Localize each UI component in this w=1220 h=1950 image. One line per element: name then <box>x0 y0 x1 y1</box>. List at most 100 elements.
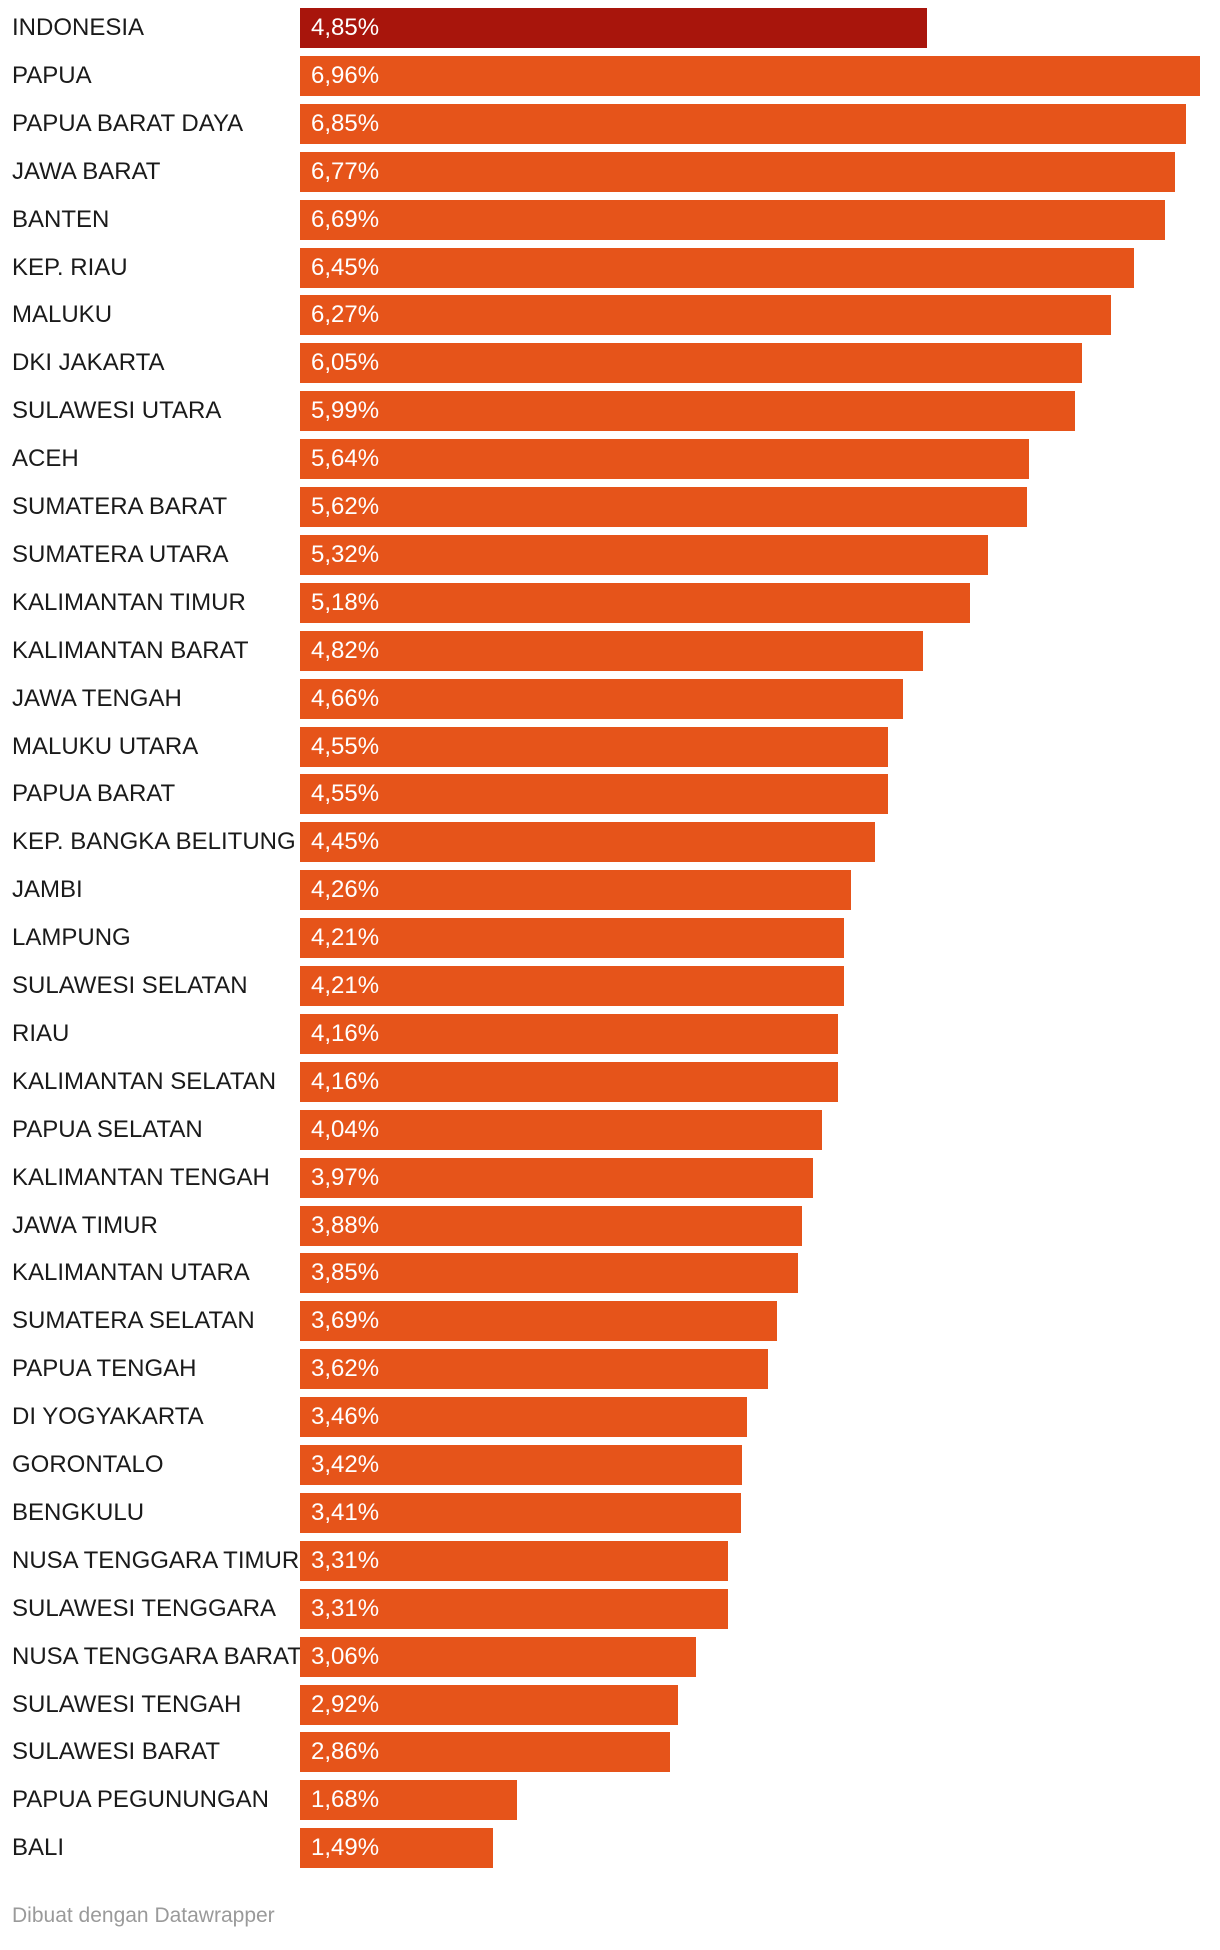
bar[interactable] <box>300 1493 741 1533</box>
bar-chart: INDONESIA 4,85% PAPUA 6,96% PAPUA BARAT DAYA… <box>12 8 1200 1868</box>
bar-value-label: 4,66% <box>311 685 380 712</box>
bar-value-label: 3,31% <box>311 1547 380 1574</box>
bar[interactable] <box>300 1780 517 1820</box>
bar[interactable] <box>300 1301 777 1341</box>
bar-value-label: 5,99% <box>311 397 380 424</box>
bar-value-label: 3,62% <box>311 1355 380 1382</box>
category-label: INDONESIA <box>12 14 145 41</box>
bar[interactable] <box>300 8 927 48</box>
bar[interactable] <box>300 631 923 671</box>
category-label: JAMBI <box>12 876 83 903</box>
category-label: GORONTALO <box>12 1451 164 1478</box>
category-label: SULAWESI TENGGARA <box>12 1595 277 1622</box>
category-label: JAWA TENGAH <box>12 685 182 712</box>
bar[interactable] <box>300 487 1027 527</box>
bar-value-label: 3,42% <box>311 1451 380 1478</box>
category-label: SULAWESI BARAT <box>12 1738 221 1765</box>
bar-value-label: 5,62% <box>311 493 380 520</box>
bar[interactable] <box>300 1062 838 1102</box>
bar-value-label: 3,97% <box>311 1164 380 1191</box>
category-label: KALIMANTAN TENGAH <box>12 1164 270 1191</box>
category-label: MALUKU <box>12 301 113 328</box>
bar[interactable] <box>300 1685 678 1725</box>
bar[interactable] <box>300 727 888 767</box>
bar[interactable] <box>300 1158 813 1198</box>
bar[interactable] <box>300 1637 696 1677</box>
bar[interactable] <box>300 1541 728 1581</box>
bar[interactable] <box>300 1397 747 1437</box>
bar[interactable] <box>300 918 844 958</box>
bar[interactable] <box>300 535 988 575</box>
category-label: NUSA TENGGARA TIMUR <box>12 1547 300 1574</box>
bar[interactable] <box>300 1828 493 1868</box>
bar[interactable] <box>300 295 1111 335</box>
category-label: KALIMANTAN BARAT <box>12 637 249 664</box>
category-label: KALIMANTAN SELATAN <box>12 1068 277 1095</box>
bar[interactable] <box>300 1732 670 1772</box>
bar[interactable] <box>300 439 1029 479</box>
chart-credit[interactable]: Dibuat dengan Datawrapper <box>12 1904 275 1927</box>
category-label: NUSA TENGGARA BARAT <box>12 1643 302 1670</box>
bar[interactable] <box>300 152 1175 192</box>
bar[interactable] <box>300 1445 742 1485</box>
bar[interactable] <box>300 774 888 814</box>
bar-value-label: 6,27% <box>311 301 380 328</box>
category-label: PAPUA BARAT <box>12 780 176 807</box>
bar-value-label: 6,45% <box>311 254 380 281</box>
category-label: JAWA BARAT <box>12 158 161 185</box>
bar-value-label: 4,16% <box>311 1068 380 1095</box>
bar-value-label: 2,92% <box>311 1691 380 1718</box>
category-label: LAMPUNG <box>12 924 131 951</box>
bar-value-label: 4,04% <box>311 1116 380 1143</box>
category-label: SUMATERA SELATAN <box>12 1307 255 1334</box>
bar[interactable] <box>300 56 1200 96</box>
bar[interactable] <box>300 1110 822 1150</box>
bar[interactable] <box>300 1206 802 1246</box>
bar-value-label: 1,49% <box>311 1834 380 1861</box>
bar[interactable] <box>300 1014 838 1054</box>
category-label: KALIMANTAN TIMUR <box>12 589 246 616</box>
category-label: BENGKULU <box>12 1499 145 1526</box>
bar[interactable] <box>300 1349 768 1389</box>
bar-value-label: 4,45% <box>311 828 380 855</box>
bar[interactable] <box>300 1253 798 1293</box>
bar-value-label: 3,85% <box>311 1259 380 1286</box>
bar[interactable] <box>300 104 1186 144</box>
bar-value-label: 3,88% <box>311 1212 380 1239</box>
bar-value-label: 5,64% <box>311 445 380 472</box>
bar-value-label: 4,21% <box>311 924 380 951</box>
category-label: PAPUA <box>12 62 92 89</box>
bar-value-label: 3,46% <box>311 1403 380 1430</box>
bar[interactable] <box>300 391 1075 431</box>
bar[interactable] <box>300 248 1134 288</box>
bar-value-label: 4,55% <box>311 733 380 760</box>
bar-value-label: 6,85% <box>311 110 380 137</box>
bar[interactable] <box>300 822 875 862</box>
category-label: SULAWESI TENGAH <box>12 1691 242 1718</box>
bar-value-label: 6,96% <box>311 62 380 89</box>
category-label: KEP. BANGKA BELITUNG <box>12 828 296 855</box>
category-label: DKI JAKARTA <box>12 349 165 376</box>
category-label: PAPUA BARAT DAYA <box>12 110 244 137</box>
bar[interactable] <box>300 343 1082 383</box>
bar-value-label: 6,69% <box>311 206 380 233</box>
bar-value-label: 5,32% <box>311 541 380 568</box>
bar[interactable] <box>300 966 844 1006</box>
bar[interactable] <box>300 200 1165 240</box>
category-label: BANTEN <box>12 206 110 233</box>
bar[interactable] <box>300 679 903 719</box>
category-label: MALUKU UTARA <box>12 733 199 760</box>
category-label: SUMATERA UTARA <box>12 541 229 568</box>
category-label: JAWA TIMUR <box>12 1212 158 1239</box>
bar-value-label: 3,31% <box>311 1595 380 1622</box>
bar[interactable] <box>300 870 851 910</box>
category-label: KEP. RIAU <box>12 254 128 281</box>
bar[interactable] <box>300 583 970 623</box>
bar-value-label: 4,85% <box>311 14 380 41</box>
bar-value-label: 2,86% <box>311 1738 380 1765</box>
category-label: SULAWESI SELATAN <box>12 972 248 999</box>
bar[interactable] <box>300 1589 728 1629</box>
bar-value-label: 3,41% <box>311 1499 380 1526</box>
bar-value-label: 3,69% <box>311 1307 380 1334</box>
bar-value-label: 4,16% <box>311 1020 380 1047</box>
